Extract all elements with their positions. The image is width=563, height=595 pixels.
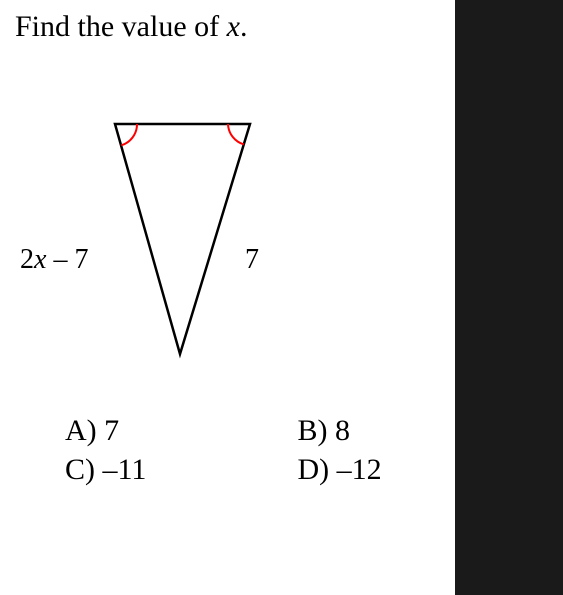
question-prompt: Find the value of x. [15,10,440,44]
option-c: C) –11 [65,453,208,487]
option-b: B) 8 [298,414,441,448]
side-label-left: 2x – 7 [20,244,88,276]
label-left-suffix: – 7 [46,244,88,275]
option-d: D) –12 [298,453,441,487]
question-suffix: . [240,10,248,43]
label-left-var: x [34,244,46,275]
option-row-1: A) 7 B) 8 [65,414,440,448]
side-label-right: 7 [245,244,259,276]
angle-arc-right [228,124,244,144]
angle-arc-left [121,124,137,145]
question-prefix: Find the value of [15,10,227,43]
triangle-diagram [100,109,270,369]
label-left-prefix: 2 [20,244,34,275]
diagram-area: 2x – 7 7 [15,64,440,404]
triangle-shape [115,124,250,354]
answer-options: A) 7 B) 8 C) –11 D) –12 [15,414,440,487]
option-a: A) 7 [65,414,208,448]
option-row-2: C) –11 D) –12 [65,453,440,487]
problem-page: Find the value of x. 2x – 7 7 A) 7 B) 8 … [0,0,455,595]
question-variable: x [227,10,240,43]
